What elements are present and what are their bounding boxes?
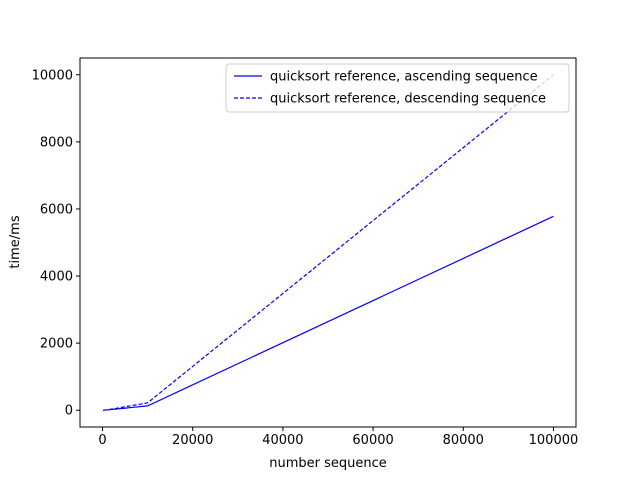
x-tick-label: 20000	[172, 433, 213, 448]
series-line-descending	[102, 74, 554, 411]
y-tick-label: 0	[65, 404, 73, 419]
legend: quicksort reference, ascending sequence q…	[225, 63, 570, 113]
y-tick-label: 4000	[40, 270, 73, 285]
legend-box	[225, 63, 570, 113]
y-axis-label: time/ms	[8, 215, 23, 268]
y-tick-label: 6000	[40, 202, 73, 217]
legend-label: quicksort reference, ascending sequence	[270, 70, 538, 85]
x-tick-label: 60000	[352, 433, 393, 448]
x-tick-label: 100000	[529, 433, 579, 448]
y-tick-label: 2000	[40, 337, 73, 352]
y-tick-label: 8000	[40, 135, 73, 150]
x-axis: 0 20000 40000 60000 80000 100000	[98, 427, 578, 448]
plot-frame	[79, 57, 577, 428]
series-layer	[102, 74, 554, 411]
x-tick-label: 40000	[262, 433, 303, 448]
y-tick-label: 10000	[32, 68, 73, 83]
y-axis: 0 2000 4000 6000 8000 10000	[32, 68, 80, 419]
legend-label: quicksort reference, descending sequence	[270, 92, 546, 107]
x-axis-label: number sequence	[269, 456, 387, 471]
x-tick-label: 0	[98, 433, 106, 448]
x-tick-label: 80000	[443, 433, 484, 448]
